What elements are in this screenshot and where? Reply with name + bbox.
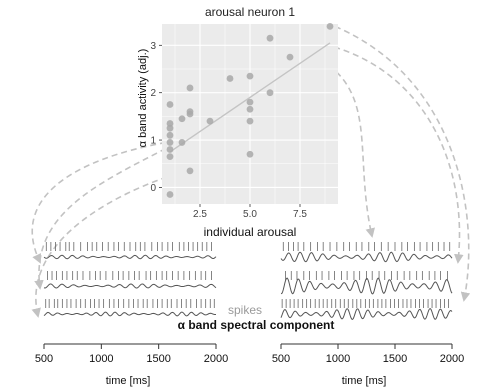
left-time-tick-label: 2000	[204, 353, 228, 365]
left-time-axis-label: time [ms]	[106, 375, 151, 387]
right-time-axis: 500 1000 1500 2000	[272, 343, 464, 365]
left-time-tick-label: 1500	[146, 353, 170, 365]
x-axis-label: individual arousal	[204, 225, 297, 239]
y-tick-label: 1	[150, 136, 156, 147]
data-point	[246, 150, 254, 158]
data-point	[266, 89, 274, 97]
right-time-tick-label: 2000	[440, 353, 464, 365]
y-tick-label: 2	[150, 88, 156, 99]
left-alpha-trace	[43, 283, 217, 289]
data-point	[226, 75, 234, 82]
data-point	[166, 153, 174, 161]
right-trace-group	[280, 242, 453, 321]
data-point	[246, 98, 254, 106]
data-point	[178, 139, 186, 146]
data-point	[246, 117, 254, 125]
dashed-arrow	[31, 141, 167, 264]
y-tick-label: 3	[150, 41, 156, 52]
data-point	[186, 108, 194, 116]
data-point	[166, 139, 174, 146]
right-time-tick-label: 1500	[383, 353, 407, 365]
left-time-tick-label: 1000	[89, 353, 113, 365]
dashed-arrow	[334, 25, 471, 302]
data-point	[166, 101, 174, 108]
scatter-ticks: 2.5 5.0 7.5 0 1 2 3	[150, 41, 307, 220]
spikes-label: spikes	[228, 303, 262, 317]
scatter-grid	[162, 24, 338, 204]
regression-line	[169, 42, 331, 153]
data-point	[266, 34, 274, 42]
right-alpha-trace	[280, 251, 453, 263]
data-point	[166, 146, 174, 153]
left-alpha-trace	[43, 254, 217, 260]
y-tick-label: 0	[150, 183, 156, 194]
right-alpha-trace	[280, 277, 453, 295]
y-axis-label: α band activity (adj.)	[137, 49, 149, 148]
spectral-component-label: α band spectral component	[178, 318, 335, 332]
x-tick-label: 2.5	[193, 209, 207, 220]
data-point	[166, 124, 174, 132]
right-alpha-trace	[280, 307, 453, 321]
left-alpha-trace	[43, 311, 217, 317]
right-time-tick-label: 1000	[326, 353, 350, 365]
data-point	[166, 191, 174, 198]
x-tick-label: 5.0	[243, 209, 257, 220]
left-trace-group	[43, 242, 217, 317]
dashed-arrow	[273, 41, 375, 238]
scatter-points	[166, 22, 334, 198]
data-point	[178, 115, 186, 123]
data-point	[326, 22, 334, 30]
data-point	[246, 72, 254, 80]
left-time-tick-label: 500	[35, 353, 53, 365]
data-point	[166, 120, 174, 127]
fit-line	[169, 42, 331, 153]
chart-title: arousal neuron 1	[205, 5, 295, 19]
left-time-axis: 500 1000 1500 2000	[35, 343, 228, 365]
data-point	[166, 131, 174, 139]
data-point	[246, 105, 254, 113]
data-point	[186, 167, 194, 175]
x-tick-label: 7.5	[293, 209, 307, 220]
right-time-tick-label: 500	[272, 353, 290, 365]
dashed-arrow	[34, 147, 167, 290]
data-point	[286, 53, 294, 61]
right-time-axis-label: time [ms]	[342, 375, 387, 387]
data-point	[206, 117, 214, 125]
data-point	[186, 84, 194, 92]
